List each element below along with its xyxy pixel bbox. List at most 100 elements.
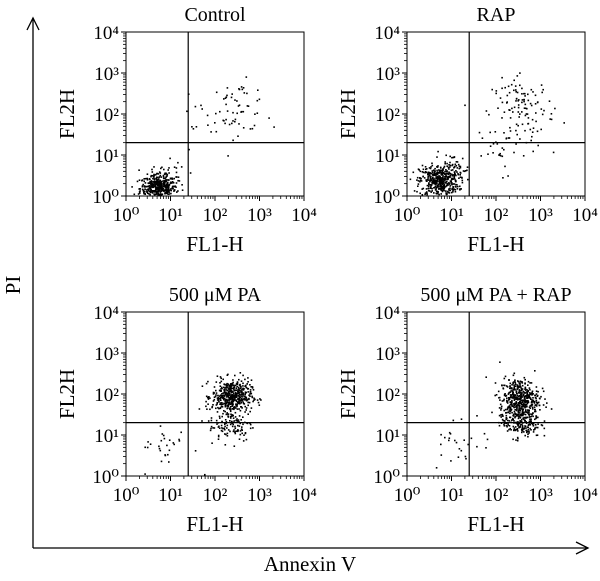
event-point bbox=[451, 173, 453, 176]
event-point bbox=[534, 428, 536, 431]
event-point bbox=[509, 126, 511, 129]
event-point bbox=[227, 155, 229, 157]
event-point bbox=[448, 164, 450, 166]
event-point bbox=[232, 414, 234, 417]
event-point bbox=[217, 438, 220, 440]
event-point bbox=[161, 187, 163, 190]
event-point bbox=[513, 106, 516, 109]
event-point bbox=[242, 382, 244, 385]
event-point bbox=[232, 400, 234, 403]
event-point bbox=[508, 399, 510, 401]
event-point bbox=[222, 412, 224, 415]
event-point bbox=[242, 385, 244, 387]
event-point bbox=[527, 117, 530, 119]
event-point bbox=[458, 165, 461, 168]
event-point bbox=[416, 179, 418, 181]
event-point bbox=[240, 387, 242, 390]
event-point bbox=[464, 455, 467, 458]
event-point bbox=[530, 401, 533, 404]
event-point bbox=[515, 390, 518, 392]
event-point bbox=[534, 424, 537, 426]
event-point bbox=[517, 430, 519, 432]
event-point bbox=[146, 177, 148, 180]
event-point bbox=[504, 165, 506, 168]
event-point bbox=[229, 394, 231, 396]
event-point bbox=[428, 182, 430, 184]
event-point bbox=[513, 384, 515, 386]
event-point bbox=[242, 416, 244, 418]
event-point bbox=[513, 410, 516, 413]
event-point bbox=[520, 389, 523, 391]
event-point bbox=[220, 380, 223, 383]
event-point bbox=[244, 432, 247, 434]
event-point bbox=[419, 192, 421, 195]
event-point bbox=[234, 120, 236, 123]
event-point bbox=[168, 193, 171, 195]
event-point bbox=[240, 391, 243, 393]
event-point bbox=[243, 395, 245, 398]
event-point bbox=[231, 397, 233, 399]
event-point bbox=[527, 394, 530, 397]
event-point bbox=[502, 387, 504, 389]
event-point bbox=[227, 383, 230, 385]
event-point bbox=[245, 76, 248, 78]
event-point bbox=[520, 421, 523, 423]
event-point bbox=[446, 177, 449, 180]
event-point bbox=[226, 382, 228, 385]
event-point bbox=[238, 400, 240, 403]
event-point bbox=[526, 430, 528, 432]
event-point bbox=[232, 379, 234, 381]
event-point bbox=[526, 400, 528, 402]
event-point bbox=[445, 174, 447, 176]
event-point bbox=[436, 192, 438, 195]
event-point bbox=[527, 433, 529, 435]
event-point bbox=[504, 395, 507, 397]
event-point bbox=[529, 424, 531, 426]
event-point bbox=[215, 91, 218, 94]
event-point bbox=[244, 393, 246, 395]
event-point bbox=[147, 441, 149, 443]
event-point bbox=[416, 190, 418, 193]
event-point bbox=[159, 182, 161, 184]
event-point bbox=[532, 422, 535, 425]
event-point bbox=[518, 392, 520, 394]
event-point bbox=[519, 412, 521, 414]
event-point bbox=[527, 430, 529, 433]
event-point bbox=[422, 187, 425, 190]
event-point bbox=[221, 393, 223, 395]
event-point bbox=[438, 175, 440, 177]
event-point bbox=[447, 191, 450, 194]
event-point bbox=[534, 409, 536, 411]
event-point bbox=[253, 399, 255, 401]
event-point bbox=[536, 434, 539, 436]
event-point bbox=[550, 118, 553, 121]
event-point bbox=[541, 91, 543, 94]
event-point bbox=[430, 185, 432, 188]
event-point bbox=[503, 394, 506, 397]
event-point bbox=[220, 403, 222, 405]
event-point bbox=[435, 467, 438, 469]
event-point bbox=[253, 124, 256, 127]
event-point bbox=[221, 403, 224, 406]
x-tick-label: 10⁴ bbox=[572, 485, 598, 506]
event-point bbox=[224, 399, 227, 401]
event-point bbox=[512, 111, 514, 113]
event-point bbox=[526, 392, 529, 395]
event-point bbox=[159, 183, 161, 185]
event-point bbox=[425, 180, 428, 182]
event-point bbox=[160, 176, 163, 178]
event-point bbox=[234, 118, 237, 121]
event-point bbox=[436, 179, 439, 182]
event-point bbox=[221, 430, 224, 433]
event-point bbox=[428, 167, 431, 169]
event-point bbox=[150, 182, 152, 185]
event-point bbox=[450, 178, 453, 181]
event-point bbox=[509, 391, 512, 393]
event-point bbox=[511, 399, 513, 402]
event-point bbox=[528, 392, 531, 394]
y-tick-label: 10¹ bbox=[94, 146, 119, 167]
event-point bbox=[205, 382, 208, 385]
event-point bbox=[524, 392, 527, 394]
event-point bbox=[154, 183, 156, 185]
